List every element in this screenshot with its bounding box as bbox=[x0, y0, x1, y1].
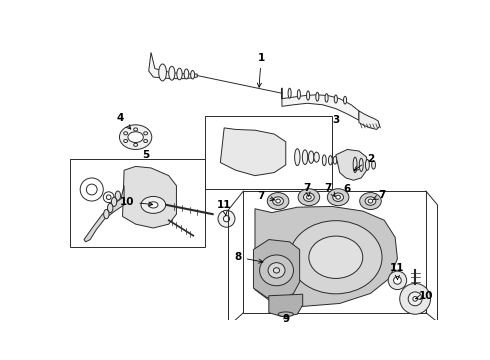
Ellipse shape bbox=[134, 143, 138, 147]
Ellipse shape bbox=[123, 139, 127, 143]
Ellipse shape bbox=[314, 152, 319, 162]
Ellipse shape bbox=[260, 255, 294, 286]
Ellipse shape bbox=[288, 88, 291, 98]
Ellipse shape bbox=[359, 158, 363, 171]
Ellipse shape bbox=[149, 202, 158, 208]
Ellipse shape bbox=[218, 210, 235, 227]
Text: 10: 10 bbox=[416, 291, 433, 301]
Ellipse shape bbox=[365, 197, 376, 205]
Ellipse shape bbox=[343, 96, 346, 104]
Ellipse shape bbox=[273, 197, 283, 205]
Ellipse shape bbox=[294, 149, 300, 166]
Ellipse shape bbox=[340, 158, 344, 163]
Text: 9: 9 bbox=[282, 314, 289, 324]
Text: 5: 5 bbox=[142, 150, 149, 160]
Ellipse shape bbox=[334, 95, 337, 103]
Polygon shape bbox=[336, 149, 367, 180]
Ellipse shape bbox=[388, 271, 407, 289]
Ellipse shape bbox=[134, 128, 138, 131]
Polygon shape bbox=[255, 206, 397, 306]
Ellipse shape bbox=[333, 193, 343, 202]
Ellipse shape bbox=[115, 191, 121, 200]
Ellipse shape bbox=[298, 189, 319, 206]
Ellipse shape bbox=[177, 68, 182, 80]
Ellipse shape bbox=[408, 292, 422, 306]
Ellipse shape bbox=[141, 197, 166, 213]
Ellipse shape bbox=[366, 159, 369, 170]
Ellipse shape bbox=[353, 157, 357, 172]
Text: 1: 1 bbox=[257, 53, 265, 87]
Ellipse shape bbox=[413, 297, 417, 301]
Text: 7: 7 bbox=[257, 191, 274, 201]
Text: 11: 11 bbox=[217, 200, 231, 216]
Ellipse shape bbox=[128, 132, 143, 143]
Ellipse shape bbox=[144, 132, 147, 135]
Ellipse shape bbox=[400, 283, 431, 314]
Ellipse shape bbox=[144, 139, 147, 143]
Ellipse shape bbox=[337, 157, 341, 163]
Ellipse shape bbox=[120, 125, 152, 149]
Ellipse shape bbox=[278, 312, 294, 316]
Polygon shape bbox=[149, 53, 197, 78]
Ellipse shape bbox=[371, 161, 375, 169]
Bar bbox=[205, 116, 332, 189]
Ellipse shape bbox=[273, 267, 280, 273]
Text: 3: 3 bbox=[332, 115, 340, 125]
Bar bbox=[70, 159, 205, 247]
Ellipse shape bbox=[316, 92, 319, 101]
Ellipse shape bbox=[303, 193, 314, 202]
Ellipse shape bbox=[322, 155, 326, 166]
Ellipse shape bbox=[268, 193, 289, 210]
Ellipse shape bbox=[325, 94, 328, 102]
Polygon shape bbox=[359, 111, 380, 130]
Ellipse shape bbox=[107, 203, 113, 213]
Text: 8: 8 bbox=[234, 252, 263, 263]
Bar bbox=[244, 191, 426, 313]
Ellipse shape bbox=[123, 132, 127, 135]
Ellipse shape bbox=[328, 156, 332, 165]
Polygon shape bbox=[269, 294, 303, 316]
Polygon shape bbox=[122, 166, 176, 228]
Ellipse shape bbox=[223, 216, 230, 222]
Ellipse shape bbox=[302, 150, 308, 165]
Text: 7: 7 bbox=[304, 183, 311, 196]
Text: 10: 10 bbox=[120, 197, 153, 207]
Text: 2: 2 bbox=[354, 154, 374, 170]
Text: 4: 4 bbox=[117, 113, 131, 129]
Ellipse shape bbox=[336, 195, 341, 199]
Ellipse shape bbox=[80, 178, 103, 201]
Polygon shape bbox=[253, 239, 300, 300]
Polygon shape bbox=[282, 88, 359, 120]
Ellipse shape bbox=[290, 221, 382, 294]
Ellipse shape bbox=[360, 193, 381, 210]
Ellipse shape bbox=[106, 195, 111, 199]
Ellipse shape bbox=[333, 156, 337, 164]
Polygon shape bbox=[220, 128, 286, 176]
Ellipse shape bbox=[309, 236, 363, 278]
Ellipse shape bbox=[86, 184, 97, 195]
Ellipse shape bbox=[184, 69, 189, 79]
Ellipse shape bbox=[191, 71, 195, 79]
Ellipse shape bbox=[159, 64, 167, 81]
Ellipse shape bbox=[276, 199, 280, 203]
Text: 11: 11 bbox=[390, 263, 405, 279]
Ellipse shape bbox=[104, 210, 109, 219]
Ellipse shape bbox=[393, 276, 401, 284]
Ellipse shape bbox=[297, 90, 300, 99]
Text: 7: 7 bbox=[373, 190, 386, 200]
Ellipse shape bbox=[169, 66, 175, 80]
Ellipse shape bbox=[268, 263, 285, 278]
Ellipse shape bbox=[368, 199, 373, 203]
Ellipse shape bbox=[327, 189, 349, 206]
Text: 6: 6 bbox=[344, 184, 351, 194]
Ellipse shape bbox=[307, 195, 311, 199]
Text: 7: 7 bbox=[324, 183, 335, 197]
Ellipse shape bbox=[307, 91, 310, 100]
Polygon shape bbox=[84, 186, 124, 242]
Ellipse shape bbox=[103, 192, 114, 203]
Ellipse shape bbox=[111, 197, 117, 206]
Ellipse shape bbox=[309, 151, 314, 163]
